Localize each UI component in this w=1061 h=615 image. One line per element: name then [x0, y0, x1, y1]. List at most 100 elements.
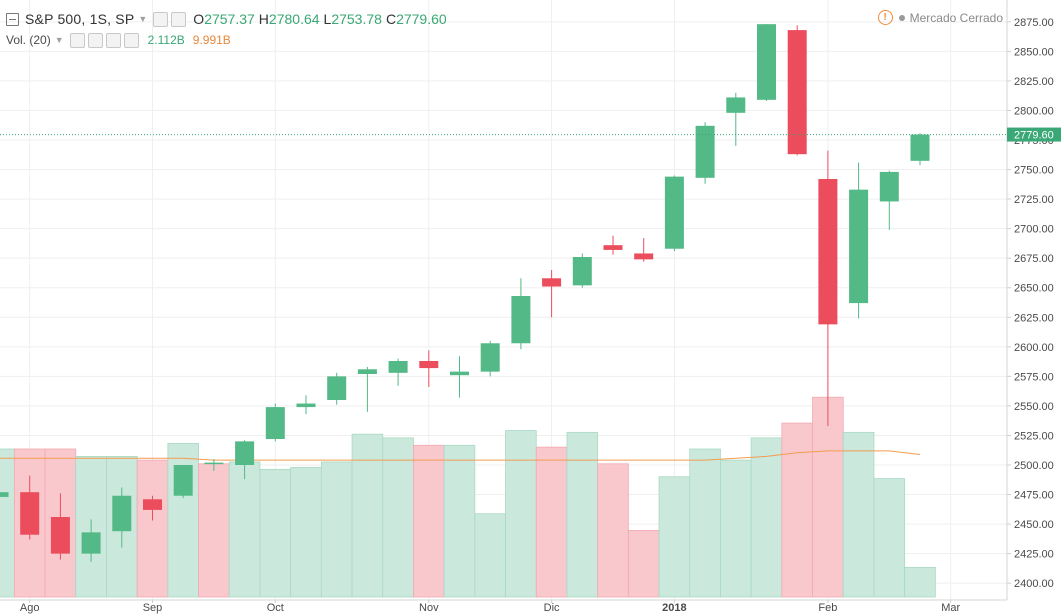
candle	[112, 487, 132, 548]
plus-icon[interactable]	[105, 32, 121, 48]
candle-body	[235, 441, 255, 465]
svg-text:2779.60: 2779.60	[1014, 130, 1054, 142]
candle	[235, 440, 255, 480]
collapse-legend-icon[interactable]	[6, 12, 19, 26]
candle-body	[419, 361, 439, 369]
chevron-down-icon[interactable]: ▼	[54, 35, 64, 45]
candle-body	[726, 97, 746, 113]
volume-bar	[904, 567, 936, 598]
high-value: 2780.64	[268, 11, 320, 27]
price-tick-label: 2625.00	[1014, 312, 1054, 324]
volume-bar	[505, 430, 537, 598]
candle-body	[849, 189, 869, 304]
candle	[419, 350, 439, 387]
last-price-label: 2779.60	[1007, 127, 1061, 142]
price-tick-label: 2825.00	[1014, 76, 1054, 88]
volume-bar	[535, 446, 568, 598]
low-value: 2753.78	[331, 11, 382, 27]
candle-body	[480, 343, 500, 372]
chevron-down-icon[interactable]: ▼	[138, 14, 148, 24]
volume-bar	[382, 437, 414, 598]
candle-body	[818, 179, 838, 325]
candle-body	[603, 245, 623, 250]
price-tick-label: 2675.00	[1014, 253, 1054, 265]
volume-bar	[0, 448, 15, 598]
candle-body	[81, 532, 101, 554]
candle	[849, 162, 869, 319]
low-label: L	[323, 11, 332, 27]
volume-bar	[566, 431, 599, 598]
volume-moving-average-line	[0, 450, 921, 461]
time-axis-background[interactable]	[0, 600, 1061, 615]
candle	[450, 356, 469, 398]
price-tick-label: 2425.00	[1014, 549, 1054, 561]
price-axis-background[interactable]	[1007, 0, 1061, 600]
volume-ma-value: 9.991B	[192, 33, 231, 47]
price-tick-label: 2725.00	[1014, 194, 1054, 206]
candle-body	[879, 171, 899, 202]
candle-body	[910, 134, 930, 161]
price-tick-label: 2575.00	[1014, 371, 1054, 383]
price-tick-label: 2850.00	[1014, 46, 1054, 58]
candle	[542, 270, 562, 318]
time-tick-label: Feb	[818, 602, 837, 614]
eye-icon[interactable]	[153, 11, 169, 27]
symbol-title[interactable]: S&P 500, 1S, SP	[25, 11, 135, 27]
candle-body	[204, 462, 224, 465]
candle	[910, 133, 930, 166]
eye-icon[interactable]	[69, 32, 85, 48]
candle	[173, 465, 193, 499]
volume-bar	[259, 468, 292, 598]
price-axis[interactable]: 2400.00 2425.00 2450.00 2475.00 2500.00 2525.…	[1007, 17, 1054, 590]
gear-icon[interactable]	[87, 32, 103, 48]
candle	[296, 395, 316, 415]
candle-body	[511, 296, 531, 344]
candle	[664, 175, 684, 252]
candle-body	[388, 361, 408, 373]
volume-bar	[873, 478, 906, 598]
volume-bar	[689, 448, 721, 598]
candle-body	[0, 492, 9, 497]
candle	[818, 150, 838, 426]
candle-body	[787, 30, 807, 155]
time-axis[interactable]: Ago Sep Oct Nov Dic 2018 Feb Mar	[20, 600, 961, 614]
warning-icon[interactable]: !	[877, 10, 893, 25]
volume-bar	[720, 459, 752, 598]
time-tick-label: Dic	[544, 602, 560, 614]
time-tick-label: Sep	[143, 602, 163, 614]
volume-indicator-label[interactable]: Vol. (20)	[6, 33, 51, 47]
market-status[interactable]: ! Mercado Cerrado	[877, 10, 1003, 25]
volume-bars	[0, 396, 936, 598]
time-tick-label: Ago	[20, 602, 40, 614]
candle	[81, 519, 101, 562]
gear-icon[interactable]	[171, 11, 187, 27]
volume-bar	[443, 444, 476, 598]
candle	[265, 403, 285, 442]
close-label: C	[385, 11, 397, 27]
candle-body	[450, 371, 469, 376]
close-icon[interactable]	[123, 32, 139, 48]
candle	[480, 340, 500, 377]
volume-bar	[290, 467, 322, 598]
candle-body	[265, 407, 285, 439]
candle	[757, 24, 776, 101]
candle	[357, 366, 377, 412]
candle	[511, 278, 531, 350]
candlesticks	[0, 24, 930, 562]
price-tick-label: 2550.00	[1014, 401, 1054, 413]
volume-bar	[198, 463, 230, 598]
time-tick-label: Mar	[941, 602, 960, 614]
volume-bar	[842, 431, 875, 598]
price-tick-label: 2800.00	[1014, 105, 1054, 117]
candle	[388, 358, 408, 386]
symbol-legend: S&P 500, 1S, SP ▼ O 2757.37 H 2780.64 L 275…	[6, 10, 447, 28]
market-status-text: Mercado Cerrado	[909, 10, 1003, 25]
status-dot-icon	[898, 14, 905, 21]
candle-body	[50, 517, 70, 554]
open-value: 2757.37	[204, 11, 255, 27]
volume-bar	[413, 444, 445, 598]
volume-bar	[750, 437, 783, 598]
candle-body	[664, 176, 684, 249]
candle	[572, 253, 592, 288]
